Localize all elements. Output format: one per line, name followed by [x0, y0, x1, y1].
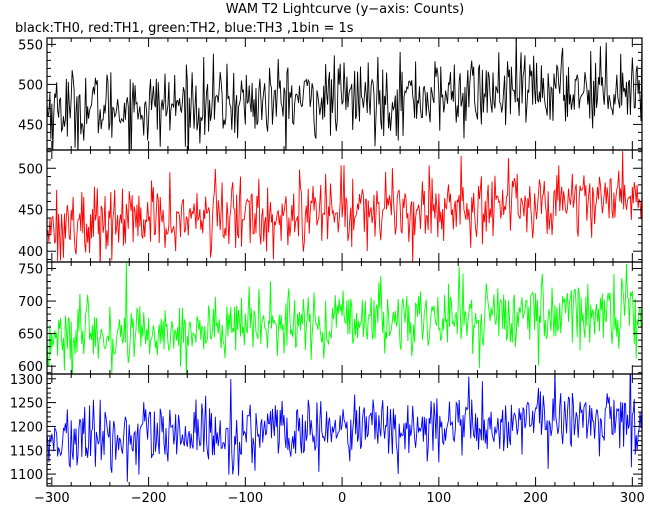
panel-th2: 600 650 700 750: [18, 261, 643, 375]
y-tick-label: 1250: [10, 397, 43, 412]
chart-subtitle: black:TH0, red:TH1, green:TH2, blue:TH3 …: [15, 21, 354, 36]
panel-th3: 1100 1150 1200 1250 1300: [10, 373, 643, 487]
panels-layer: 450 500 550 400 450 500 600 650 700 750 1100 1150 12…: [10, 37, 643, 487]
y-tick-label: 500: [18, 162, 43, 177]
series-line-th0: [47, 38, 642, 150]
y-tick-label: 450: [18, 118, 43, 133]
x-tick-label: 200: [523, 491, 548, 505]
x-tick-label: 0: [338, 491, 346, 505]
panel-th1: 400 450 500: [18, 149, 643, 263]
y-tick-label: 500: [18, 78, 43, 93]
x-tick-label: 100: [426, 491, 451, 505]
y-tick-label: 450: [18, 204, 43, 219]
series-line-th3: [47, 374, 642, 482]
y-tick-label: 650: [18, 328, 43, 343]
series-line-th1: [47, 151, 642, 262]
y-tick-label: 1300: [10, 373, 43, 388]
y-tick-label: 1200: [10, 420, 43, 435]
x-tick-label: 300: [620, 491, 645, 505]
y-tick-label: 600: [18, 360, 43, 375]
y-tick-label: 750: [18, 263, 43, 278]
y-tick-label: 1150: [10, 444, 43, 459]
panel-th0: 450 500 550: [18, 37, 643, 151]
y-tick-label: 700: [18, 295, 43, 310]
series-line-th2: [47, 262, 642, 374]
x-axis: −300 −200 −100 0 100 200 300: [34, 491, 645, 505]
y-tick-label: 550: [18, 38, 43, 53]
x-tick-label: −300: [34, 491, 70, 505]
y-tick-label: 1100: [10, 468, 43, 483]
panel-frame: [46, 373, 643, 487]
y-tick-label: 400: [18, 245, 43, 260]
chart-title: WAM T2 Lightcurve (y−axis: Counts): [226, 2, 464, 17]
x-tick-label: −100: [227, 491, 263, 505]
x-tick-label: −200: [131, 491, 167, 505]
panel-frame: [46, 37, 643, 151]
